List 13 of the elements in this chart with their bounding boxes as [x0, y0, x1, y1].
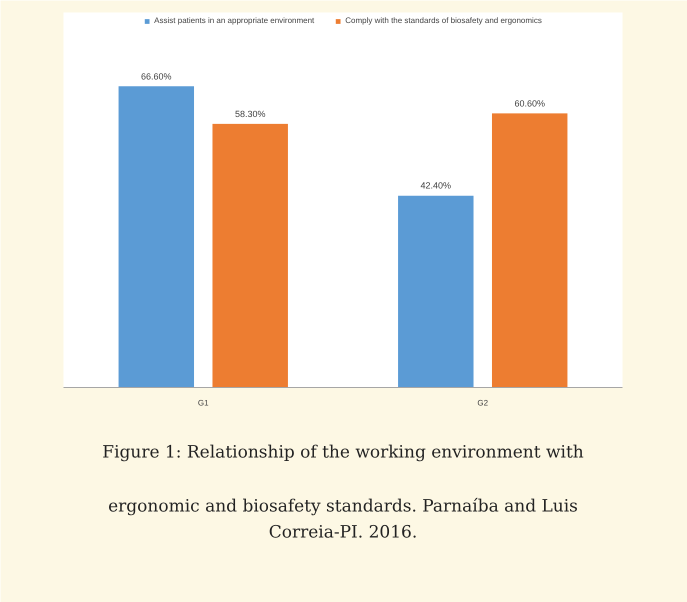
bar	[118, 86, 194, 388]
bar	[492, 113, 568, 388]
data-label: 58.30%	[234, 108, 266, 119]
x-tick-label: G1	[198, 398, 210, 408]
bar	[212, 124, 288, 388]
data-label: 66.60%	[141, 71, 172, 82]
data-label: 60.60%	[514, 98, 545, 108]
text: Figure 1: Relationship of the working environment with ergonomic and biosafety standards. Parnaíba and Luis Correia-PI. 2016.	[102, 442, 584, 542]
legend-label: Assist patients in an appropriate environment	[154, 16, 314, 25]
x-tick-label: G2	[477, 398, 489, 408]
bar	[398, 196, 474, 388]
data-label: 42.40%	[420, 180, 452, 191]
legend-label: Comply with the standards of biosafety and ergonomics	[345, 16, 542, 25]
